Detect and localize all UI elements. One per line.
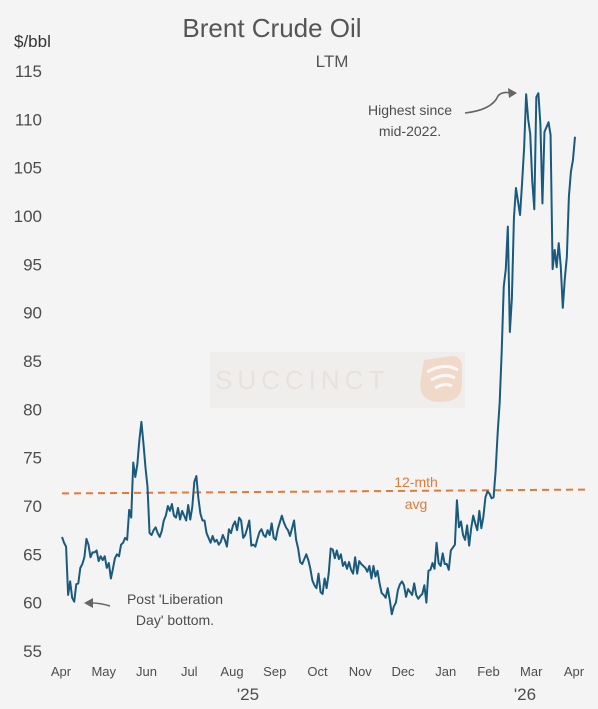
chart-subtitle: LTM — [316, 52, 349, 71]
avg-label-line1: 12-mth — [394, 474, 438, 490]
avg-label-line2: avg — [405, 496, 428, 512]
annotation-high-line2: mid-2022. — [379, 123, 441, 139]
x-tick-label: May — [91, 664, 116, 679]
watermark: SUCCINCT — [210, 352, 465, 408]
y-tick-label: 80 — [23, 400, 42, 419]
x-tick-label: Apr — [51, 664, 72, 679]
x-tick-label: Jan — [435, 664, 456, 679]
series-line-brent — [61, 92, 576, 616]
y-axis-label: $/bbl — [14, 32, 51, 51]
y-tick-label: 95 — [23, 255, 42, 274]
x-tick-label: Nov — [349, 664, 373, 679]
y-tick-label: 115 — [15, 62, 42, 81]
average-reference-line — [61, 488, 586, 495]
year-label-2026: '26 — [514, 685, 536, 704]
annotation-high-arrow — [464, 88, 517, 114]
watermark-text: SUCCINCT — [215, 365, 389, 395]
x-tick-label: Jul — [181, 664, 198, 679]
y-tick-label: 55 — [23, 642, 42, 661]
y-tick-label: 60 — [23, 594, 42, 613]
annotation-low-line2: Day' bottom. — [136, 612, 214, 628]
x-tick-label: Dec — [391, 664, 415, 679]
x-tick-label: Aug — [220, 664, 243, 679]
x-tick-label: Sep — [263, 664, 286, 679]
y-tick-label: 75 — [23, 449, 42, 468]
x-tick-label: Oct — [307, 664, 328, 679]
x-tick-label: Mar — [520, 664, 543, 679]
y-tick-label: 70 — [23, 497, 42, 516]
annotation-low-arrow — [84, 598, 111, 608]
x-tick-label: Apr — [564, 664, 585, 679]
x-axis: Apr May Jun Jul Aug Sep Oct Nov Dec Jan Feb Mar Apr — [51, 664, 585, 679]
y-tick-label: 110 — [15, 110, 42, 129]
y-tick-label: 85 — [23, 352, 42, 371]
y-tick-label: 65 — [23, 545, 42, 564]
x-tick-label: Jun — [136, 664, 157, 679]
annotation-low-line1: Post 'Liberation — [127, 591, 223, 607]
x-tick-label: Feb — [477, 664, 499, 679]
y-tick-label: 100 — [14, 207, 42, 226]
y-tick-label: 105 — [14, 159, 42, 178]
chart-title: Brent Crude Oil — [182, 13, 361, 43]
y-axis: 55 60 65 70 75 80 85 90 95 100 105 110 115 — [14, 62, 42, 661]
y-tick-label: 90 — [23, 304, 42, 323]
succinct-logo-icon — [420, 356, 462, 402]
annotation-high-line1: Highest since — [368, 102, 452, 118]
year-label-2025: '25 — [237, 685, 259, 704]
